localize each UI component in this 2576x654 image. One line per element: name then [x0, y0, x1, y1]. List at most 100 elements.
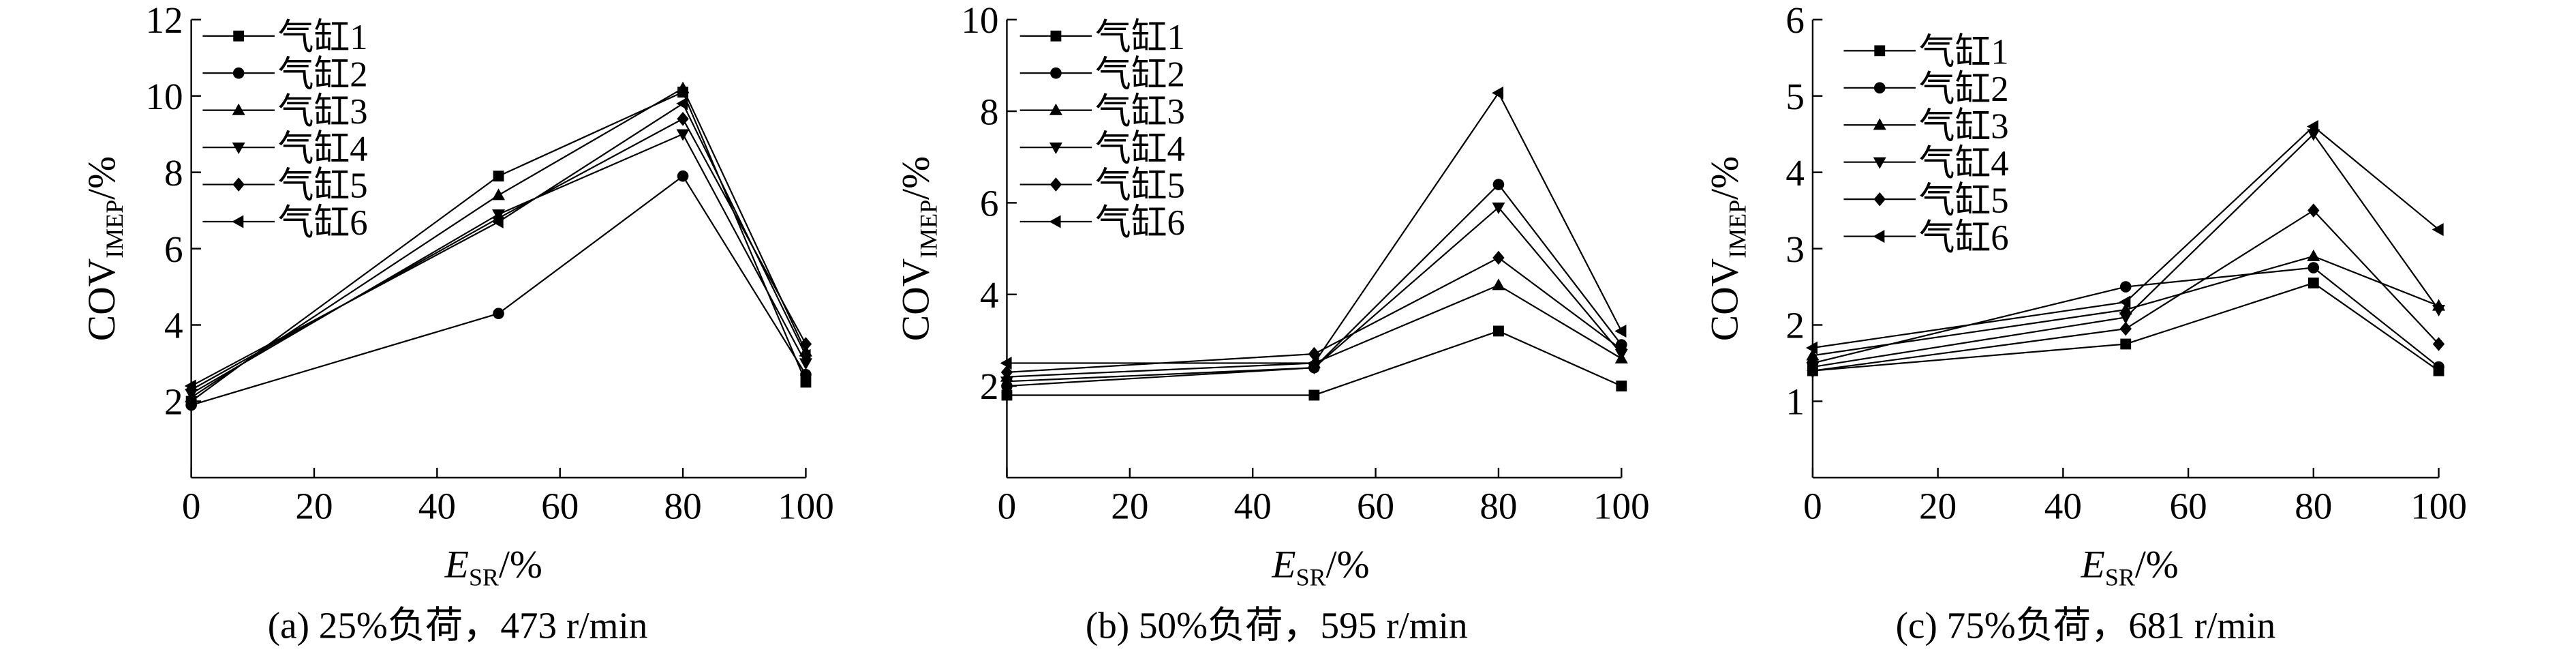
data-point — [2119, 281, 2132, 293]
data-point — [2307, 249, 2320, 261]
y-tick-label: 12 — [145, 0, 183, 41]
data-point — [1000, 376, 1013, 389]
x-tick-label: 40 — [418, 485, 456, 526]
data-point — [2119, 295, 2131, 309]
series-line-6 — [191, 102, 807, 387]
y-tick-label: 10 — [145, 76, 183, 117]
legend-label: 气缸3 — [278, 92, 368, 132]
data-point — [1493, 325, 1504, 337]
x-tick-label: 100 — [1593, 485, 1650, 526]
series-line-1 — [1007, 330, 1622, 396]
y-tick-label: 3 — [1785, 228, 1805, 270]
data-point — [1492, 203, 1505, 215]
data-point — [1492, 179, 1505, 190]
legend-label: 气缸1 — [1095, 18, 1185, 57]
data-point — [1614, 324, 1627, 338]
y-axis-label: COVIMEP/% — [80, 156, 128, 341]
data-point — [676, 97, 688, 110]
data-point — [2306, 119, 2318, 133]
legend-label: 气缸3 — [1095, 92, 1185, 132]
data-point — [1807, 363, 1819, 378]
data-point — [493, 170, 504, 182]
legend-marker — [233, 30, 245, 42]
data-point — [2432, 223, 2444, 237]
data-point — [1001, 389, 1013, 401]
legend-marker — [1873, 82, 1886, 94]
y-tick-label: 2 — [1785, 305, 1805, 346]
x-tick-label: 60 — [541, 485, 579, 526]
panel-caption: (b) 50%负荷，595 r/min — [1086, 604, 1468, 646]
data-point — [2433, 361, 2444, 373]
data-point — [185, 383, 198, 397]
legend-label: 气缸5 — [1095, 166, 1185, 206]
y-tick-label: 8 — [980, 91, 999, 132]
x-tick-label: 80 — [664, 485, 702, 526]
data-point — [492, 188, 506, 200]
series-line-6 — [1007, 91, 1623, 364]
x-tick-label: 20 — [1919, 485, 1957, 526]
data-point — [491, 215, 504, 228]
data-point — [677, 111, 689, 126]
legend-marker — [1050, 30, 1062, 42]
legend-marker — [1874, 45, 1886, 57]
series-line-6 — [1812, 125, 2440, 349]
y-tick-label: 6 — [980, 183, 999, 224]
x-tick-label: 20 — [1111, 485, 1148, 526]
x-axis-label: ESR/% — [1271, 544, 1369, 591]
x-tick-label: 60 — [2170, 485, 2207, 526]
legend-label: 气缸3 — [1919, 106, 2009, 146]
legend-marker — [1049, 215, 1061, 228]
legend-label: 气缸6 — [1095, 203, 1185, 243]
legend-marker — [1049, 142, 1062, 154]
data-point — [677, 170, 689, 182]
series-line-2 — [1007, 183, 1623, 387]
x-tick-label: 0 — [1803, 485, 1822, 526]
data-point — [492, 211, 505, 226]
x-tick-label: 80 — [1479, 485, 1517, 526]
data-point — [1492, 250, 1505, 265]
y-axis-label: COVIMEP/% — [1704, 156, 1751, 341]
data-point — [2119, 303, 2132, 315]
data-point — [2119, 312, 2132, 325]
data-point — [2119, 321, 2132, 336]
legend-marker — [1873, 230, 1885, 243]
data-point — [2307, 129, 2320, 141]
y-tick-label: 10 — [961, 0, 998, 41]
legend-label: 气缸6 — [1919, 218, 2009, 258]
legend-marker — [1050, 67, 1062, 79]
legend-label: 气缸1 — [1919, 33, 2009, 72]
legend-label: 气缸2 — [1095, 55, 1185, 94]
legend-marker — [1873, 192, 1886, 207]
legend-label: 气缸5 — [278, 166, 368, 206]
y-tick-label: 1 — [1785, 381, 1805, 423]
data-point — [184, 379, 196, 393]
x-tick-label: 100 — [778, 485, 834, 526]
data-point — [2307, 278, 2319, 288]
data-point — [1806, 341, 1818, 355]
legend-label: 气缸5 — [1919, 181, 2009, 220]
legend-label: 气缸4 — [278, 129, 368, 168]
data-point — [2307, 262, 2320, 273]
panel-caption: (a) 25%负荷，473 r/min — [268, 604, 648, 646]
x-tick-label: 40 — [2044, 485, 2082, 526]
legend-label: 气缸2 — [278, 55, 368, 94]
legend-marker — [232, 177, 245, 192]
data-point — [1308, 389, 1320, 401]
panel-caption: (c) 75%负荷，681 r/min — [1896, 604, 2276, 646]
y-tick-label: 5 — [1785, 76, 1805, 117]
y-tick-label: 8 — [164, 152, 183, 194]
data-point — [799, 358, 812, 370]
legend-marker — [1049, 177, 1062, 192]
data-point — [1615, 342, 1627, 357]
data-point — [2432, 337, 2445, 351]
y-tick-label: 2 — [980, 366, 999, 407]
data-point — [493, 308, 504, 320]
x-axis-label: ESR/% — [2081, 544, 2179, 591]
legend-label: 气缸4 — [1919, 144, 2009, 183]
x-tick-label: 60 — [1357, 485, 1394, 526]
x-tick-label: 80 — [2295, 485, 2332, 526]
